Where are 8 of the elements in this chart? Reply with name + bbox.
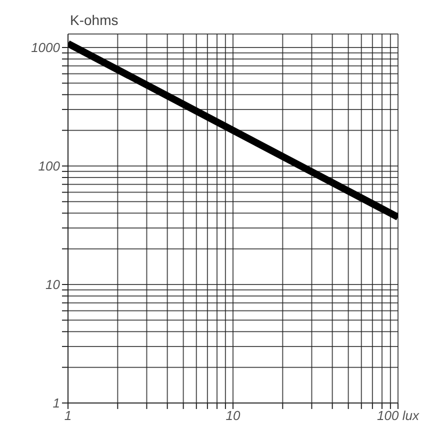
x-tick-label: 1 [64,408,72,424]
x-tick-label: 100 lux [377,408,420,424]
y-tick-label: 1000 [31,40,61,56]
y-tick-label: 100 [38,158,61,174]
y-tick-label: 10 [46,277,61,292]
y-tick-label: 1 [52,396,60,411]
y-axis-title: K-ohms [70,12,118,28]
x-tick-label: 10 [226,408,241,424]
